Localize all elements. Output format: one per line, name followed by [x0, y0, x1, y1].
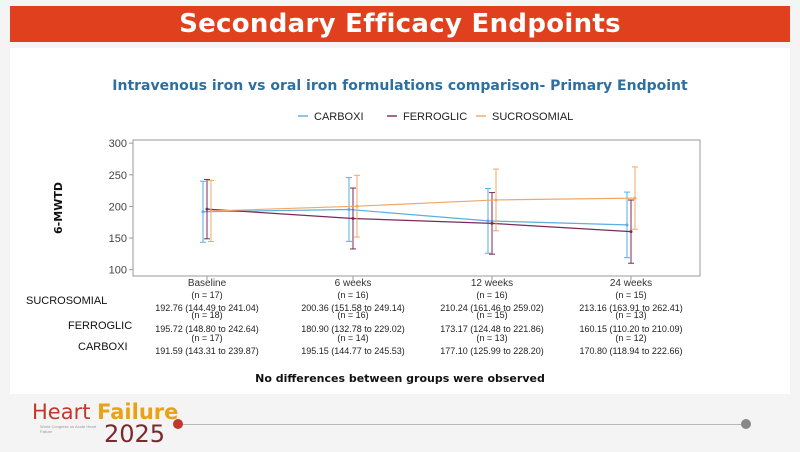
data-point — [625, 223, 629, 227]
heart-failure-logo: Heart Failure World Congress on Acute He… — [32, 400, 182, 448]
table-n-cell: (n = 14) — [337, 333, 368, 343]
chart-panel — [10, 48, 790, 394]
footnote: No differences between groups were obser… — [255, 372, 545, 385]
data-point — [201, 210, 205, 214]
table-n-cell: (n = 12) — [615, 333, 646, 343]
data-point — [351, 217, 355, 221]
data-point — [205, 207, 209, 211]
table-ci-cell: 192.76 (144.49 to 241.04) — [155, 303, 259, 313]
data-point — [494, 198, 498, 202]
slide-title: Secondary Efficacy Endpoints — [179, 9, 621, 39]
table-ci-cell: 200.36 (151.58 to 249.14) — [301, 303, 405, 313]
y-tick-label: 200 — [109, 201, 127, 213]
data-point — [486, 219, 490, 223]
table-n-cell: (n = 13) — [476, 333, 507, 343]
table-n-cell: (n = 16) — [337, 310, 368, 320]
x-tick-label: Baseline — [188, 278, 227, 289]
chart-title: Intravenous iron vs oral iron formulatio… — [112, 78, 688, 94]
y-tick-label: 150 — [109, 233, 127, 245]
logo-word-heart: Heart — [32, 400, 91, 424]
data-point — [633, 196, 637, 200]
y-tick-label: 100 — [109, 265, 127, 277]
table-row-name: CARBOXI — [78, 341, 128, 353]
presentation-progress-track[interactable] — [178, 424, 746, 425]
plot-frame — [132, 139, 701, 277]
table-ci-cell: 160.15 (110.20 to 210.09) — [580, 324, 683, 334]
logo-wordmark: Heart Failure — [32, 400, 178, 424]
legend-label: CARBOXI — [314, 111, 364, 123]
logo-word-failure: Failure — [97, 400, 179, 424]
x-tick-label: 24 weeks — [610, 278, 652, 289]
table-ci-cell: 177.10 (125.99 to 228.20) — [440, 346, 544, 356]
table-ci-cell: 170.80 (118.94 to 222.66) — [580, 346, 683, 356]
table-n-cell: (n = 15) — [476, 310, 507, 320]
data-point — [209, 209, 213, 213]
table-n-cell: (n = 18) — [191, 310, 222, 320]
y-axis-label: 6-MWTD — [52, 182, 65, 234]
y-tick-label: 250 — [109, 170, 127, 182]
table-ci-cell: 173.17 (124.48 to 221.86) — [440, 324, 544, 334]
table-ci-cell: 210.24 (161.46 to 259.02) — [440, 303, 544, 313]
data-point — [490, 221, 494, 225]
table-row-name: SUCROSOMIAL — [26, 295, 107, 307]
table-n-cell: (n = 17) — [191, 333, 222, 343]
y-tick-label: 300 — [109, 138, 127, 150]
legend-label: SUCROSOMIAL — [492, 111, 573, 123]
data-point — [355, 204, 359, 208]
table-n-cell: (n = 16) — [476, 290, 507, 300]
data-point — [629, 230, 633, 234]
table-ci-cell: 180.90 (132.78 to 229.02) — [301, 324, 405, 334]
logo-tagline: World Congress on Acute Heart Failure — [40, 424, 97, 434]
x-tick-label: 12 weeks — [471, 278, 513, 289]
series-line-ferroglic — [206, 208, 632, 233]
table-row-name: FERROGLIC — [68, 320, 132, 332]
table-ci-cell: 195.15 (144.77 to 245.53) — [301, 346, 405, 356]
table-n-cell: (n = 15) — [615, 290, 646, 300]
progress-end-dot[interactable] — [741, 419, 751, 429]
series-line-carboxi — [202, 208, 628, 226]
slide-title-banner: Secondary Efficacy Endpoints — [10, 6, 790, 42]
data-point — [347, 207, 351, 211]
legend-label: FERROGLIC — [403, 111, 467, 123]
logo-year: 2025 — [104, 420, 166, 448]
table-ci-cell: 191.59 (143.31 to 239.87) — [155, 346, 259, 356]
table-n-cell: (n = 13) — [615, 310, 646, 320]
table-ci-cell: 195.72 (148.80 to 242.64) — [155, 324, 259, 334]
table-n-cell: (n = 16) — [337, 290, 368, 300]
progress-start-dot[interactable] — [173, 419, 183, 429]
x-tick-label: 6 weeks — [335, 278, 372, 289]
series-line-sucrosomial — [210, 197, 636, 212]
table-n-cell: (n = 17) — [191, 290, 222, 300]
table-ci-cell: 213.16 (163.91 to 262.41) — [579, 303, 683, 313]
